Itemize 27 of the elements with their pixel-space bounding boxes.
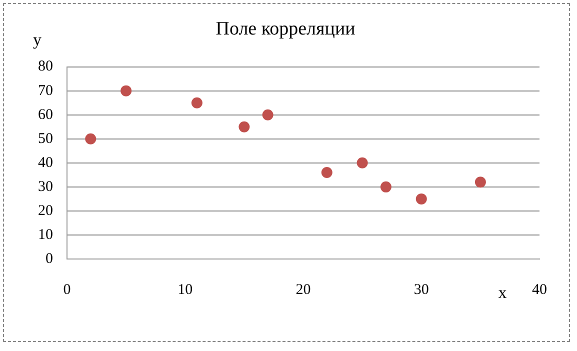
point <box>238 121 250 132</box>
point <box>356 157 368 168</box>
y-tick-label: 50 <box>38 130 53 147</box>
y-tick-label: 40 <box>38 154 53 171</box>
point <box>262 109 274 120</box>
point <box>380 181 392 192</box>
point <box>191 97 202 108</box>
y-axis-title: y <box>33 30 42 49</box>
point <box>85 133 96 144</box>
y-tick-label: 10 <box>38 226 53 243</box>
y-tick-label: 80 <box>38 58 53 75</box>
point <box>474 176 486 188</box>
y-tick-label: 0 <box>46 250 53 267</box>
y-tick-label: 60 <box>38 106 53 123</box>
x-axis-title: x <box>498 283 508 302</box>
x-tick-label: 0 <box>63 282 71 298</box>
point <box>321 167 332 178</box>
point <box>416 193 427 204</box>
x-tick-label: 20 <box>296 282 311 298</box>
y-tick-label: 20 <box>38 202 53 219</box>
y-tick-label: 70 <box>38 82 53 99</box>
point <box>120 85 132 96</box>
x-tick-label: 10 <box>178 282 193 298</box>
x-tick-label: 40 <box>532 282 547 298</box>
chart-title: Поле корреляции <box>216 18 356 40</box>
y-tick-label: 30 <box>38 178 53 195</box>
x-tick-label: 30 <box>414 282 429 298</box>
